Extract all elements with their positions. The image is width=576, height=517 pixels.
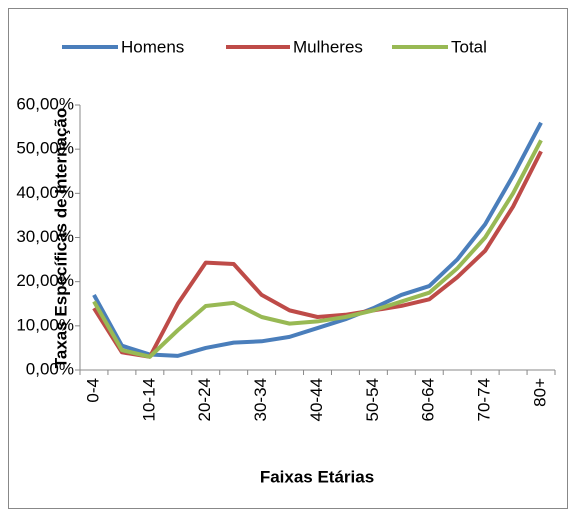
y-axis-title: Taxas Específicas de Internação	[51, 108, 70, 368]
x-tick-label: 70-74	[475, 378, 494, 421]
series-line	[92, 121, 543, 358]
x-tick-label: 0-4	[83, 378, 102, 403]
series-line	[92, 139, 543, 359]
x-tick-label: 60-64	[419, 378, 438, 421]
x-axis-title: Faixas Etárias	[260, 467, 374, 486]
x-tick-label: 30-34	[251, 378, 270, 421]
x-tick-label: 80+	[531, 378, 550, 407]
x-tick-label: 50-54	[363, 378, 382, 421]
series-line	[92, 150, 543, 359]
y-tick-label: 60,00%	[16, 94, 74, 113]
y-tick-label: 50,00%	[16, 139, 74, 158]
y-tick-label: 40,00%	[16, 183, 74, 202]
x-tick-label: 10-14	[139, 378, 158, 421]
x-tick-label: 40-44	[307, 378, 326, 421]
y-tick-label: 10,00%	[16, 315, 74, 334]
legend-label: Total	[451, 37, 487, 56]
chart-border	[8, 8, 568, 509]
x-tick-label: 20-24	[195, 378, 214, 421]
legend-label: Mulheres	[293, 37, 363, 56]
y-tick-label: 20,00%	[16, 271, 74, 290]
y-tick-label: 30,00%	[16, 227, 74, 246]
legend-label: Homens	[121, 37, 184, 56]
y-tick-label: 0,00%	[26, 359, 74, 378]
